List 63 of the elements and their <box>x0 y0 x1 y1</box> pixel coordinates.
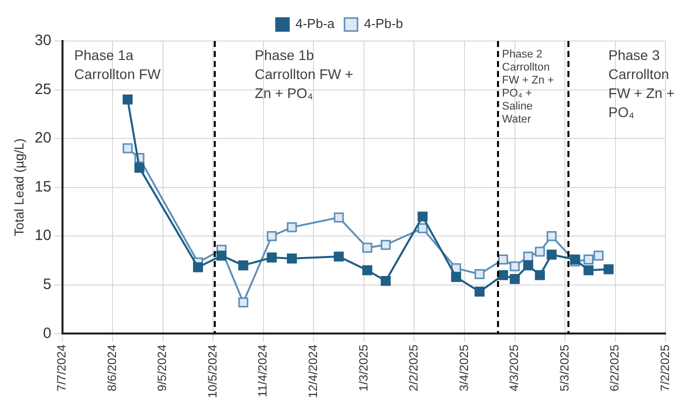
point <box>286 222 297 232</box>
annotation: Phase 2 Carrollton FW + Zn + PO₄ + Saline Water <box>502 48 554 126</box>
y-tick-label: 30 <box>34 32 52 50</box>
legend-label: 4-Pb-a <box>295 16 336 32</box>
x-tick-label: 7/2/2025 <box>658 344 672 392</box>
annotation: Phase 1b Carrollton FW + Zn + PO₄ <box>254 46 354 101</box>
y-tick-label: 5 <box>42 276 52 293</box>
point <box>216 250 226 261</box>
x-tick-label: 2/2/2025 <box>406 344 421 392</box>
y-tick-label: 0 <box>42 324 52 342</box>
point <box>510 274 520 284</box>
point <box>604 264 614 274</box>
point <box>523 260 534 270</box>
y-tick-label: 10 <box>34 227 52 244</box>
point <box>418 212 428 222</box>
annotation: Phase 1a Carrollton FW <box>74 46 162 82</box>
point <box>418 223 428 234</box>
legend-label: 4-Pb-b <box>364 16 404 32</box>
point <box>584 265 594 276</box>
point <box>380 276 391 286</box>
point <box>546 250 557 260</box>
x-tick-label: 7/7/2024 <box>54 344 69 392</box>
point <box>238 297 248 308</box>
point <box>534 270 545 280</box>
x-tick-label: 9/5/2024 <box>155 344 170 392</box>
point <box>238 260 248 270</box>
point <box>122 143 133 154</box>
point <box>594 250 604 261</box>
y-tick-label: 20 <box>34 130 52 147</box>
point <box>451 272 462 282</box>
x-tick-label: 5/3/2025 <box>557 344 572 392</box>
point <box>474 286 485 297</box>
x-tick-label: 4/3/2025 <box>507 344 522 392</box>
annotation: Phase 3 Carrollton FW + Zn + PO₄ <box>608 46 675 120</box>
x-tick-label: 8/6/2024 <box>104 344 119 392</box>
y-tick-label: 25 <box>34 80 52 98</box>
point <box>334 212 344 223</box>
point <box>362 242 372 253</box>
x-tick-label: 11/4/2024 <box>256 344 270 398</box>
point <box>380 240 391 250</box>
point <box>266 252 277 263</box>
point <box>266 231 277 242</box>
point <box>334 252 344 262</box>
point <box>362 265 372 276</box>
point <box>523 252 534 262</box>
x-tick-label: 6/2/2025 <box>608 344 622 392</box>
point <box>510 261 520 272</box>
x-tick-label: 1/3/2025 <box>356 344 370 392</box>
point <box>534 246 545 257</box>
y-tick-label: 15 <box>34 178 52 196</box>
x-tick-label: 12/4/2024 <box>306 344 320 398</box>
point <box>193 262 204 272</box>
point <box>122 94 133 105</box>
x-tick-label: 3/4/2025 <box>456 344 471 392</box>
point <box>474 269 485 280</box>
point <box>286 254 297 264</box>
y-axis-title: Total Lead (µg/L) <box>11 138 26 236</box>
point <box>134 162 144 173</box>
point <box>498 254 508 264</box>
point <box>546 231 557 242</box>
x-tick-label: 10/5/2024 <box>205 344 220 398</box>
point <box>584 254 594 264</box>
point <box>498 270 508 280</box>
